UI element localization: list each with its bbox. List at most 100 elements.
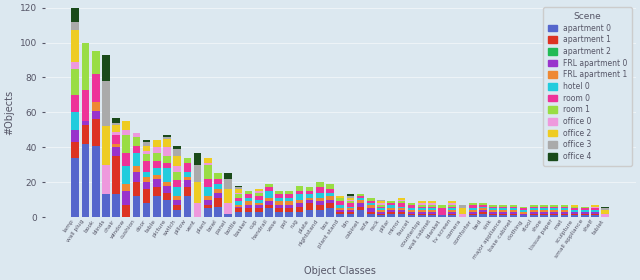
Bar [285, 194, 293, 198]
Bar [408, 210, 415, 212]
Bar [602, 210, 609, 214]
Bar [367, 203, 374, 205]
Bar [163, 193, 171, 200]
Bar [72, 95, 79, 112]
Bar [387, 214, 395, 217]
Bar [112, 118, 120, 123]
Bar [356, 196, 364, 198]
Bar [377, 208, 385, 210]
Bar [214, 179, 222, 184]
Bar [306, 198, 314, 200]
Bar [173, 196, 181, 200]
Bar [122, 130, 130, 135]
Bar [163, 137, 171, 139]
Bar [347, 214, 354, 217]
Bar [285, 201, 293, 205]
Bar [306, 187, 314, 191]
Bar [163, 182, 171, 186]
Bar [397, 207, 405, 208]
Bar [397, 203, 405, 207]
Bar [449, 214, 456, 215]
Bar [489, 210, 497, 212]
Bar [591, 215, 599, 217]
Bar [72, 112, 79, 130]
Bar [479, 210, 486, 212]
Bar [234, 212, 242, 217]
Bar [509, 208, 517, 210]
Bar [540, 208, 548, 210]
Bar [561, 205, 568, 207]
Bar [571, 207, 579, 208]
Bar [418, 203, 426, 205]
Bar [82, 43, 90, 90]
Bar [214, 198, 222, 207]
Bar [184, 180, 191, 187]
Bar [550, 214, 558, 215]
Bar [347, 198, 354, 200]
Bar [234, 205, 242, 207]
Bar [244, 194, 252, 198]
Bar [449, 207, 456, 208]
Bar [285, 205, 293, 208]
Bar [530, 210, 538, 212]
Bar [234, 207, 242, 208]
Bar [143, 172, 150, 177]
Bar [234, 201, 242, 205]
Bar [153, 153, 161, 161]
Bar [499, 210, 507, 212]
Bar [602, 214, 609, 217]
Bar [356, 203, 364, 207]
Bar [591, 205, 599, 207]
Bar [316, 201, 324, 205]
Bar [428, 214, 436, 215]
Bar [285, 208, 293, 212]
Bar [122, 191, 130, 205]
Bar [602, 207, 609, 208]
Bar [387, 203, 395, 205]
Bar [591, 208, 599, 210]
Bar [428, 205, 436, 207]
Bar [316, 182, 324, 187]
Bar [561, 210, 568, 212]
Bar [72, 142, 79, 158]
Bar [234, 193, 242, 194]
Bar [408, 212, 415, 214]
Bar [418, 215, 426, 217]
Bar [143, 203, 150, 217]
Bar [356, 198, 364, 200]
Bar [204, 165, 212, 179]
Bar [72, 158, 79, 217]
Bar [397, 210, 405, 212]
Bar [173, 149, 181, 156]
Bar [326, 203, 334, 208]
Bar [143, 154, 150, 161]
Bar [132, 146, 140, 153]
Bar [214, 207, 222, 217]
Bar [92, 74, 99, 102]
Bar [143, 177, 150, 182]
Bar [102, 55, 109, 81]
Bar [347, 201, 354, 203]
Bar [540, 205, 548, 207]
Bar [275, 205, 283, 208]
Bar [449, 205, 456, 207]
Bar [408, 208, 415, 210]
Bar [204, 158, 212, 163]
Bar [530, 212, 538, 214]
Bar [347, 203, 354, 207]
Bar [520, 214, 527, 215]
Bar [194, 165, 202, 182]
Bar [112, 194, 120, 217]
Bar [225, 214, 232, 217]
Bar [173, 200, 181, 205]
Bar [367, 201, 374, 203]
Bar [143, 161, 150, 172]
Bar [571, 205, 579, 207]
Bar [112, 147, 120, 156]
Bar [377, 215, 385, 217]
Bar [337, 201, 344, 205]
Bar [469, 210, 477, 212]
Bar [163, 200, 171, 217]
Bar [591, 210, 599, 212]
Bar [82, 125, 90, 144]
